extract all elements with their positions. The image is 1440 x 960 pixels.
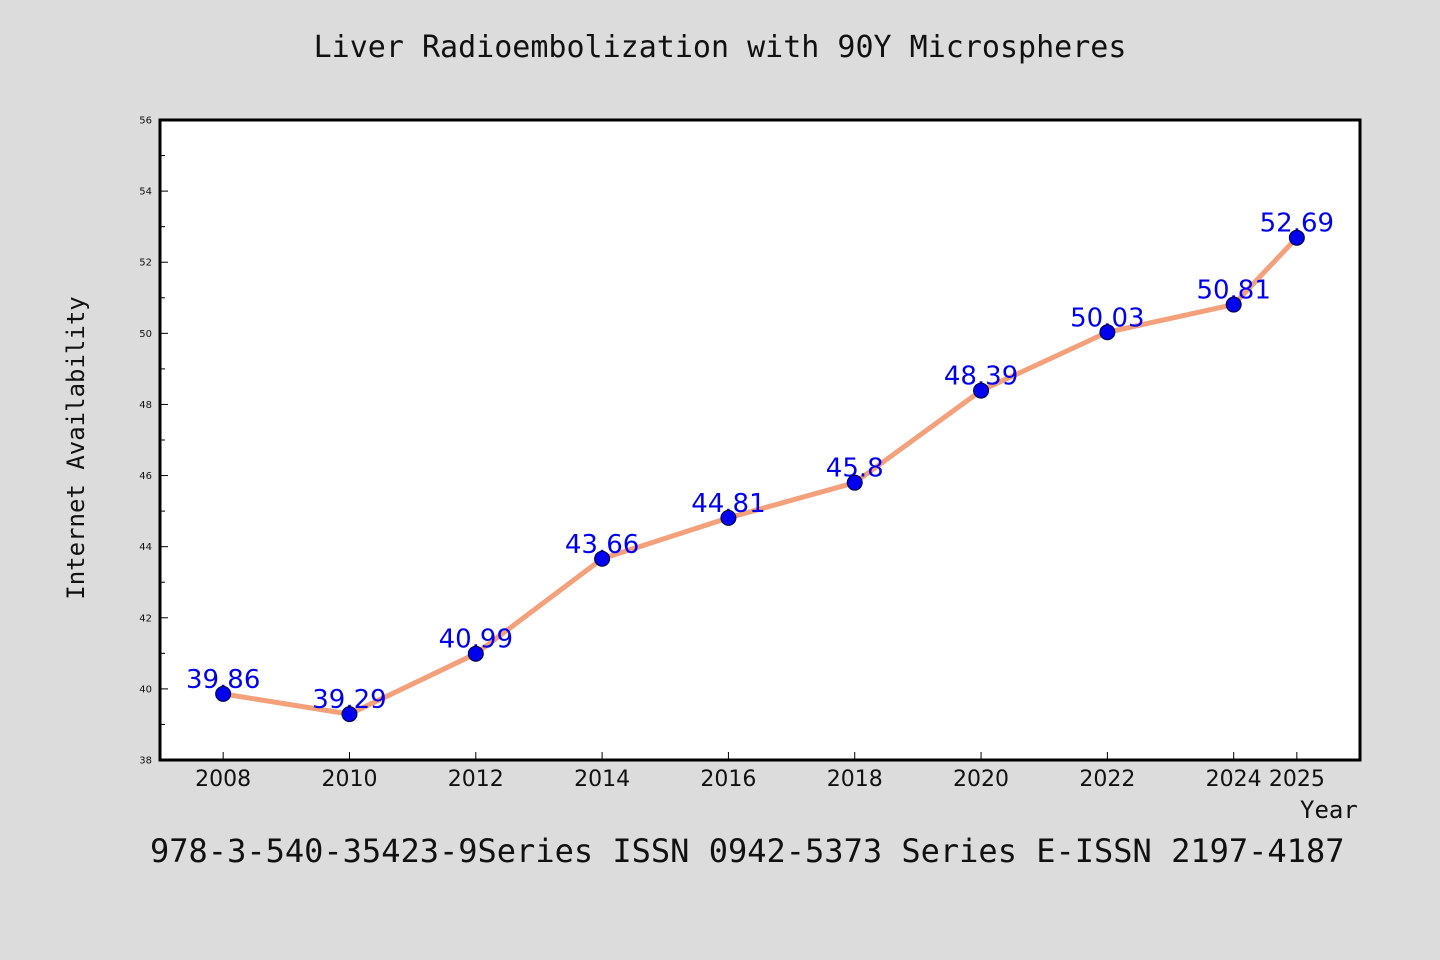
- y-tick-label: 48: [139, 400, 152, 411]
- x-tick-label: 2025: [1269, 767, 1325, 792]
- chart-title: Liver Radioembolization with 90Y Microsp…: [313, 30, 1127, 65]
- data-point: [1288, 229, 1305, 246]
- x-tick-label: 2016: [700, 767, 756, 792]
- y-tick-label: 50: [139, 329, 152, 340]
- data-point: [594, 550, 611, 567]
- data-point: [215, 685, 232, 702]
- data-point: [467, 645, 484, 662]
- data-point: [1099, 324, 1116, 341]
- footer-isbn-issn: 978-3-540-35423-9Series ISSN 0942-5373 S…: [150, 832, 1345, 870]
- y-tick-label: 42: [139, 613, 152, 624]
- data-point: [846, 474, 863, 491]
- y-tick-label: 52: [139, 258, 152, 269]
- x-tick-label: 2012: [448, 767, 504, 792]
- y-tick-label: 40: [139, 684, 152, 695]
- x-tick-label: 2014: [574, 767, 630, 792]
- series-line: [222, 235, 1299, 717]
- y-tick-label: 44: [139, 542, 152, 553]
- data-point: [720, 509, 737, 526]
- x-tick-label: 2020: [953, 767, 1009, 792]
- x-tick-label: 2018: [827, 767, 883, 792]
- y-tick-label: 56: [139, 116, 152, 127]
- y-tick-label: 54: [139, 187, 152, 198]
- y-tick-label: 46: [139, 471, 152, 482]
- data-point: [973, 382, 990, 399]
- x-tick-label: 2022: [1079, 767, 1135, 792]
- y-tick-label: 38: [139, 756, 152, 767]
- x-tick-label: 2010: [321, 767, 377, 792]
- data-point: [1225, 296, 1242, 313]
- x-tick-label: 2008: [195, 767, 251, 792]
- plot-area: [158, 118, 1362, 762]
- x-axis-label: Year: [1300, 796, 1358, 824]
- x-tick-label: 2024: [1206, 767, 1262, 792]
- data-point: [341, 706, 358, 723]
